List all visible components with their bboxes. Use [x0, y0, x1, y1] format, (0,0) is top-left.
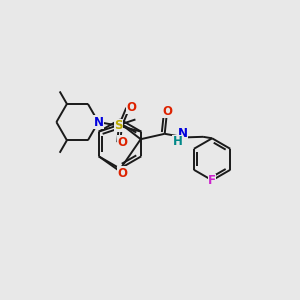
Text: N: N: [178, 127, 188, 140]
Text: O: O: [162, 105, 172, 118]
Text: O: O: [118, 136, 128, 149]
Text: O: O: [117, 167, 127, 180]
Text: H: H: [173, 135, 182, 148]
Text: S: S: [115, 119, 123, 132]
Text: O: O: [127, 101, 137, 114]
Text: F: F: [208, 174, 216, 187]
Text: N: N: [93, 116, 103, 129]
